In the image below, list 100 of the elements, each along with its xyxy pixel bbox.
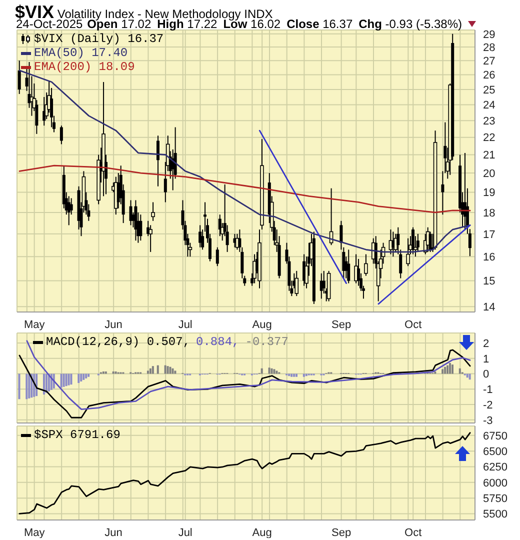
y-tick-label: 14 [483, 302, 496, 314]
y-tick-label: 15 [483, 276, 496, 288]
bar [88, 374, 90, 377]
bar [466, 374, 468, 378]
y-tick-label: 17 [483, 228, 496, 241]
x-tick-label: Jul [178, 318, 192, 331]
y-tick-label: 24 [483, 100, 496, 112]
candlestick [406, 238, 410, 267]
bar [112, 371, 114, 374]
bar [290, 374, 293, 377]
bar [166, 366, 169, 374]
y-tick-label: -3 [483, 414, 493, 427]
bar [28, 374, 30, 398]
candlestick [60, 125, 63, 145]
bar [42, 374, 45, 395]
bar [293, 374, 296, 377]
x-tick-label: Jun [104, 318, 122, 331]
bar [468, 374, 471, 380]
y-tick-label: 6250 [483, 462, 508, 474]
y-tick-label: 6750 [483, 430, 508, 442]
legend-label: $VIX (Daily) 16.37 [34, 32, 164, 46]
bar [152, 366, 154, 374]
bar [273, 369, 276, 374]
y-tick-label: 23 [483, 116, 496, 128]
y-tick-label: 26 [483, 70, 496, 82]
bar [172, 368, 174, 374]
bar [296, 374, 298, 377]
bar [156, 365, 159, 374]
x-tick-label: Aug [252, 526, 272, 539]
bar [174, 370, 176, 374]
y-tick-label: 16 [483, 252, 496, 264]
x-tick-label: Aug [252, 318, 272, 331]
candlestick [218, 214, 222, 237]
bar [442, 369, 444, 374]
bar [146, 370, 149, 374]
bar [164, 365, 166, 374]
bar [114, 371, 117, 374]
bar [45, 374, 48, 393]
annotation: Close 16.37 [286, 17, 353, 31]
bar [449, 363, 452, 374]
bar [68, 374, 70, 386]
candlestick [148, 224, 152, 252]
bar [82, 374, 85, 380]
legend-label: $SPX 6791.69 [34, 428, 120, 442]
y-tick-label: 22 [483, 132, 496, 144]
candlestick [156, 135, 160, 187]
y-tick-label: 6500 [483, 446, 508, 458]
x-tick-label: Sep [332, 318, 352, 331]
x-tick-label: Oct [404, 318, 422, 331]
bar [276, 370, 278, 374]
y-tick-label: 27 [483, 56, 496, 68]
y-tick-label: -2 [483, 399, 493, 412]
candlestick [364, 254, 368, 276]
text: 0.884, [196, 335, 240, 349]
y-tick-label: 18 [483, 207, 496, 220]
y-tick-label: 28 [483, 42, 496, 54]
x-tick-label: Sep [332, 526, 352, 539]
legend-label: EMA(200) 18.09 [34, 60, 135, 74]
bar [62, 374, 65, 387]
candlestick [198, 224, 202, 248]
legend-label: MACD(12,26,9) 0.507, [46, 335, 190, 349]
bar [149, 368, 152, 374]
x-tick-label: May [24, 318, 46, 331]
x-tick-label: Jun [104, 526, 122, 539]
candlestick [416, 233, 420, 252]
y-tick-label: 1 [483, 353, 490, 366]
bar [102, 371, 104, 374]
bar [451, 364, 454, 374]
y-tick-label: -1 [483, 384, 493, 396]
bar [60, 374, 62, 388]
bar [444, 366, 446, 374]
y-tick-label: 29 [483, 28, 496, 41]
candlestick [139, 214, 142, 242]
y-tick-label: 5500 [483, 508, 508, 521]
bar [18, 374, 20, 400]
x-tick-label: May [24, 526, 46, 539]
y-tick-label: 2 [483, 338, 490, 350]
bar [270, 368, 273, 374]
y-tick-label: 0 [483, 368, 490, 381]
candlestick [67, 196, 70, 226]
y-tick-label: 25 [483, 84, 496, 96]
bar [434, 371, 436, 374]
bar [169, 366, 172, 374]
candlestick [151, 202, 155, 222]
bar [260, 368, 263, 374]
bar [70, 374, 72, 385]
bar [104, 371, 107, 374]
bar [80, 374, 82, 382]
y-tick-label: 21 [483, 150, 496, 162]
bar [446, 365, 449, 374]
bar [78, 374, 80, 383]
candlestick [347, 249, 350, 284]
candlestick [18, 60, 21, 94]
annotation: Chg -0.93 (-5.38%) [358, 17, 462, 31]
bar [458, 368, 461, 374]
x-tick-label: Oct [404, 526, 422, 539]
bar [268, 368, 270, 374]
bar [26, 374, 28, 400]
text: -0.377 [245, 335, 288, 349]
bar [85, 374, 88, 378]
